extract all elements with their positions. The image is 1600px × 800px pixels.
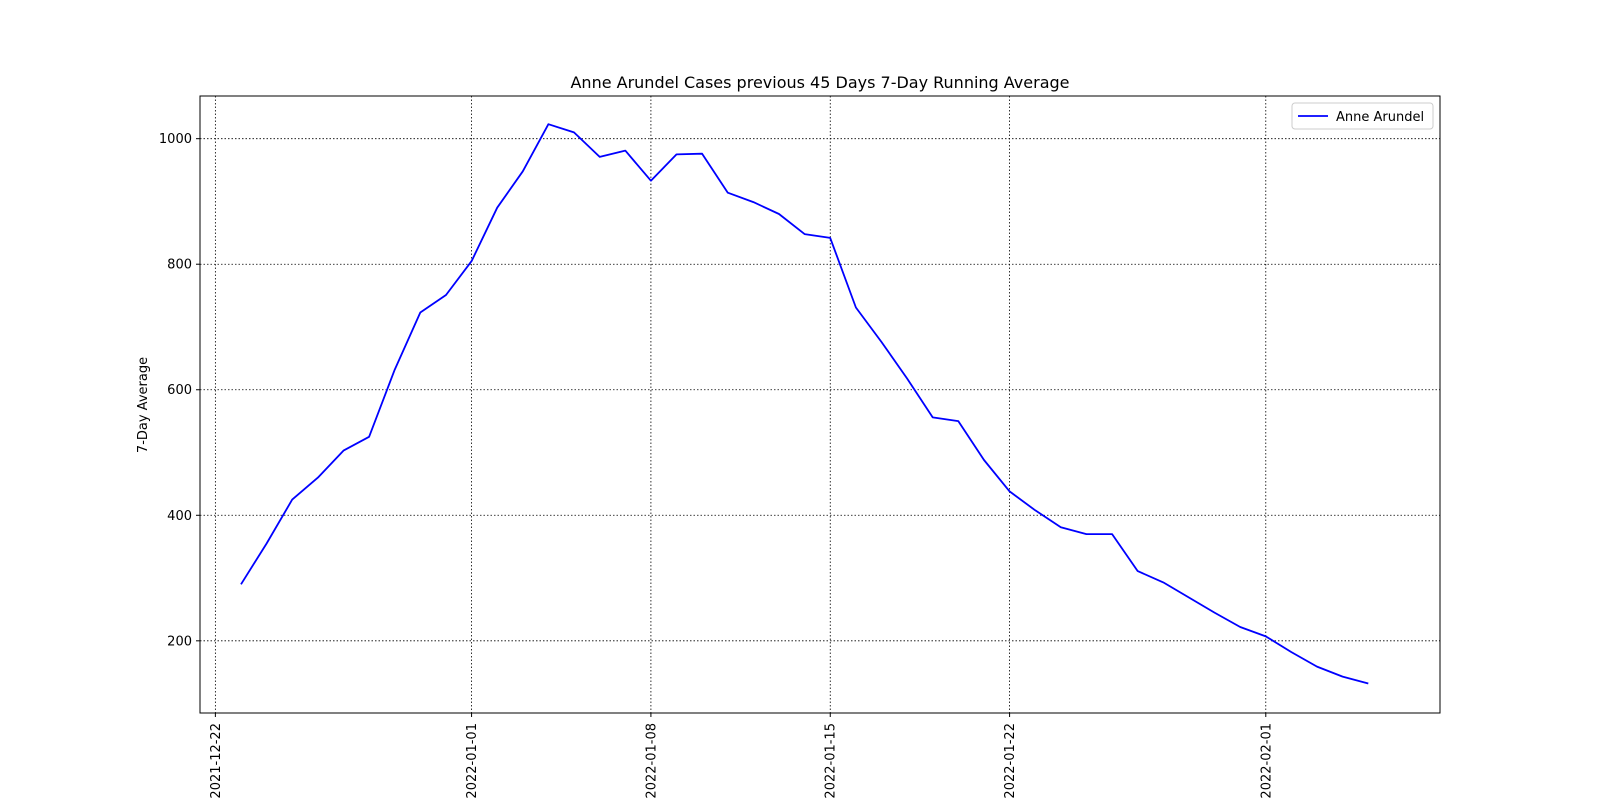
legend-box [1291,102,1434,130]
y-tick-label: 800 [167,258,192,273]
x-tick-label: 2022-01-22 [1003,723,1018,799]
y-axis-label: 7-Day Average [136,357,151,453]
legend-label: Anne Arundel [1336,110,1424,125]
x-tick-label: 2021-12-22 [209,723,224,799]
y-tick-label: 600 [167,383,192,398]
x-tick-label: 2022-02-01 [1259,723,1274,799]
x-tick-label: 2022-01-08 [644,723,659,799]
grid-lines [200,96,1440,713]
plot-area-frame [199,95,1441,714]
x-tick-label: 2022-01-15 [824,723,839,799]
series-layer [240,123,1369,685]
series-line-0 [240,123,1369,685]
y-tick-label: 200 [167,634,192,649]
legend: Anne Arundel [1291,102,1434,130]
y-tick-label: 400 [167,509,192,524]
chart-title: Anne Arundel Cases previous 45 Days 7-Da… [570,73,1069,92]
y-tick-label: 1000 [159,132,192,147]
x-tick-label: 2022-01-01 [465,723,480,799]
ticks-layer: 200 400 600 800 1000 2021-12-22 2022-01-01 2022… [159,132,1274,798]
